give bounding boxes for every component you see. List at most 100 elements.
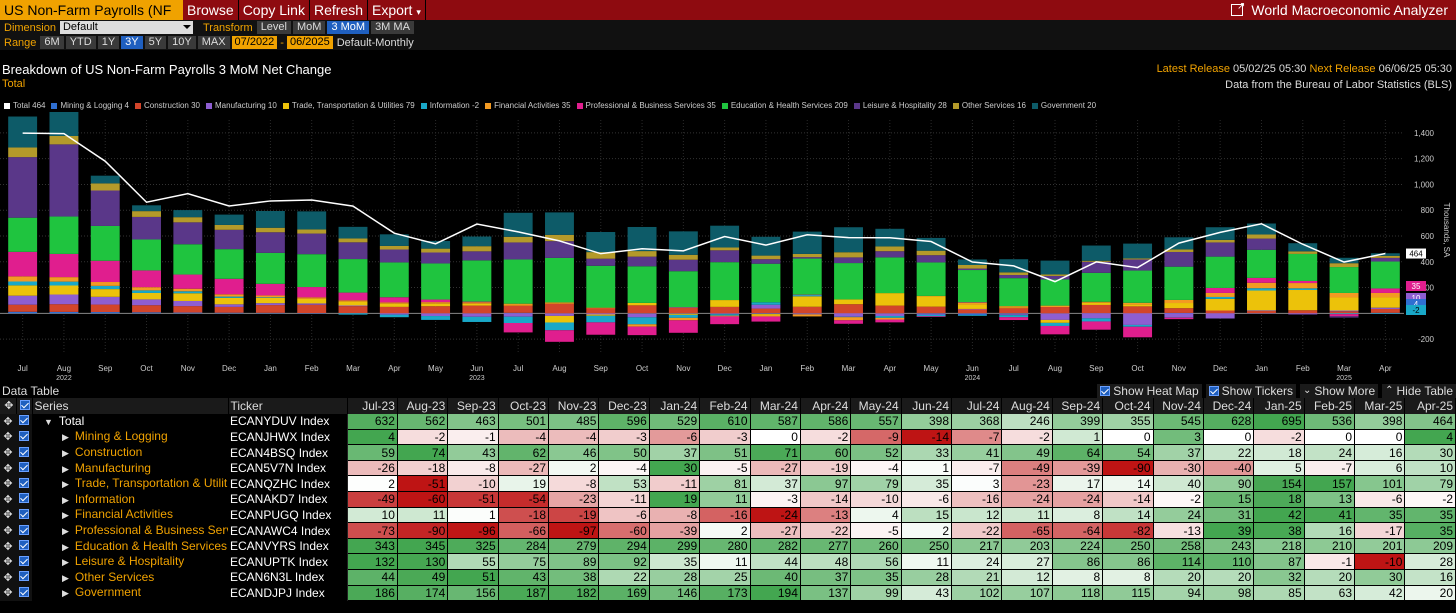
month-column-header[interactable]: Jun-24 [901, 398, 953, 414]
month-column-header[interactable]: Aug-24 [1001, 398, 1053, 414]
show-tickers-toggle[interactable]: Show Tickers [1205, 383, 1297, 398]
refresh-button[interactable]: Refresh [310, 0, 368, 20]
table-row[interactable]: ✥ ▼ Total ECANYDUV Index 632 562 463 501 485 596 5… [0, 413, 1456, 430]
browse-button[interactable]: Browse [183, 0, 239, 20]
range-button[interactable]: YTD [65, 36, 96, 49]
legend-item[interactable]: Professional & Business Services 35 [576, 101, 716, 110]
end-date-field[interactable]: 06/2025 [286, 36, 333, 49]
series-name-cell[interactable]: ▶ Government [32, 585, 228, 601]
expand-right-icon[interactable]: ▶ [62, 494, 69, 505]
move-row-icon[interactable]: ✥ [0, 429, 16, 445]
row-checkbox[interactable] [16, 444, 32, 461]
series-name-cell[interactable]: ▶ Information [32, 491, 228, 508]
range-button[interactable]: 6M [40, 36, 64, 49]
legend-item[interactable]: Financial Activities 35 [485, 101, 571, 110]
ticker-cell[interactable]: ECANAWC4 Index [228, 522, 348, 539]
copy-link-button[interactable]: Copy Link [239, 0, 310, 20]
table-row[interactable]: ✥ ▶ Other Services ECAN6N3L Index 44 49 51 43 38… [0, 569, 1456, 586]
legend-item[interactable]: Education & Health Services 209 [721, 101, 848, 110]
expand-right-icon[interactable]: ▶ [62, 588, 69, 599]
ticker-cell[interactable]: ECAN6N3L Index [228, 569, 348, 586]
ticker-cell[interactable]: ECANPUGQ Index [228, 507, 348, 523]
range-button[interactable]: MAX [197, 36, 230, 49]
legend-item[interactable]: Leisure & Hospitality 28 [853, 101, 947, 110]
expand-right-icon[interactable]: ▶ [62, 541, 69, 552]
series-name-cell[interactable]: ▶ Professional & Business Serv... [32, 522, 228, 539]
move-row-icon[interactable]: ✥ [0, 522, 16, 539]
row-checkbox[interactable] [16, 569, 32, 586]
series-name-cell[interactable]: ▶ Mining & Logging [32, 429, 228, 445]
ticker-cell[interactable]: ECANUPTK Index [228, 553, 348, 570]
table-row[interactable]: ✥ ▶ Mining & Logging ECANJHWX Index 4 -2 -1 -4-… [0, 429, 1456, 446]
move-row-icon[interactable]: ✥ [0, 585, 16, 601]
month-column-header[interactable]: Feb-24 [699, 398, 751, 414]
security-title-field[interactable]: US Non-Farm Payrolls (NF [0, 0, 183, 20]
transform-button[interactable]: 3 MoM [327, 21, 370, 34]
month-column-header[interactable]: Jul-24 [951, 398, 1003, 414]
month-column-header[interactable]: Sep-24 [1052, 398, 1104, 414]
move-row-icon[interactable]: ✥ [0, 460, 16, 476]
series-name-cell[interactable]: ▶ Construction [32, 444, 228, 461]
row-checkbox[interactable] [16, 538, 32, 554]
move-row-icon[interactable]: ✥ [0, 475, 16, 492]
range-button[interactable]: 1Y [97, 36, 120, 49]
month-column-header[interactable]: Sep-23 [447, 398, 499, 414]
row-checkbox[interactable] [16, 522, 32, 539]
legend-item[interactable]: Government 20 [1031, 101, 1096, 110]
show-heatmap-toggle[interactable]: Show Heat Map [1097, 383, 1202, 398]
table-row[interactable]: ✥ ▶ Professional & Business Serv... ECANAWC… [0, 522, 1456, 539]
ticker-cell[interactable]: ECANAKD7 Index [228, 491, 348, 508]
series-name-cell[interactable]: ▶ Other Services [32, 569, 228, 586]
row-checkbox[interactable] [16, 585, 32, 601]
series-name-cell[interactable]: ▶ Education & Health Services [32, 538, 228, 554]
month-column-header[interactable]: Aug-23 [397, 398, 449, 414]
month-column-header[interactable]: Nov-24 [1153, 398, 1204, 414]
start-date-field[interactable]: 07/2022 [231, 36, 278, 49]
export-button[interactable]: Export ▾ [368, 0, 426, 20]
legend-item[interactable]: Trade, Transportation & Utilities 79 [282, 101, 415, 110]
table-row[interactable]: ✥ ▶ Information ECANAKD7 Index -49 -60 -51 -54-… [0, 491, 1456, 508]
month-column-header[interactable]: Apr-25 [1404, 398, 1456, 414]
move-all-icon[interactable]: ✥ [0, 398, 17, 414]
legend-item[interactable]: Information -2 [420, 101, 479, 110]
ticker-cell[interactable]: ECANVYRS Index [228, 538, 348, 554]
month-column-header[interactable]: Jan-25 [1253, 398, 1305, 414]
series-name-cell[interactable]: ▶ Financial Activities [32, 507, 228, 523]
table-row[interactable]: ✥ ▶ Manufacturing ECAN5V7N Index -26 -18 -8 -27… [0, 460, 1456, 477]
move-row-icon[interactable]: ✥ [0, 444, 16, 461]
legend-item[interactable]: Construction 30 [134, 101, 200, 110]
legend-item[interactable]: Mining & Logging 4 [51, 101, 129, 110]
expand-right-icon[interactable]: ▶ [62, 432, 69, 443]
month-column-header[interactable]: Jan-24 [649, 398, 701, 414]
month-column-header[interactable]: Dec-23 [598, 398, 650, 414]
show-more-button[interactable]: ⌄ Show More [1300, 383, 1379, 398]
move-row-icon[interactable]: ✥ [0, 569, 16, 586]
move-row-icon[interactable]: ✥ [0, 491, 16, 508]
transform-button[interactable]: Level [256, 21, 291, 34]
month-column-header[interactable]: Oct-24 [1102, 398, 1154, 414]
ticker-cell[interactable]: ECANYDUV Index [228, 413, 348, 430]
transform-button[interactable]: 3M MA [371, 21, 414, 34]
expand-right-icon[interactable]: ▶ [62, 572, 69, 583]
ticker-cell[interactable]: ECANDJPJ Index [228, 585, 348, 601]
move-row-icon[interactable]: ✥ [0, 413, 16, 430]
expand-right-icon[interactable]: ▶ [62, 479, 69, 490]
select-all-checkbox[interactable] [16, 398, 33, 414]
dimension-dropdown[interactable]: Default [59, 21, 193, 34]
legend-item[interactable]: Total 464 [4, 101, 45, 110]
ticker-cell[interactable]: ECANJHWX Index [228, 429, 348, 445]
expand-right-icon[interactable]: ▶ [62, 526, 69, 537]
series-name-cell[interactable]: ▶ Trade, Transportation & Utilit... [32, 475, 228, 492]
row-checkbox[interactable] [16, 429, 32, 445]
row-checkbox[interactable] [16, 413, 32, 430]
row-checkbox[interactable] [16, 507, 32, 523]
month-column-header[interactable]: Feb-25 [1304, 398, 1356, 414]
expand-right-icon[interactable]: ▶ [62, 557, 69, 568]
table-row[interactable]: ✥ ▶ Financial Activities ECANPUGQ Index 10 11… [0, 507, 1456, 524]
month-column-header[interactable]: May-24 [850, 398, 902, 414]
series-name-cell[interactable]: ▶ Leisure & Hospitality [32, 553, 228, 570]
range-button[interactable]: 3Y [121, 36, 143, 49]
row-checkbox[interactable] [16, 491, 32, 508]
row-checkbox[interactable] [16, 460, 32, 476]
legend-item[interactable]: Other Services 16 [952, 101, 1026, 110]
